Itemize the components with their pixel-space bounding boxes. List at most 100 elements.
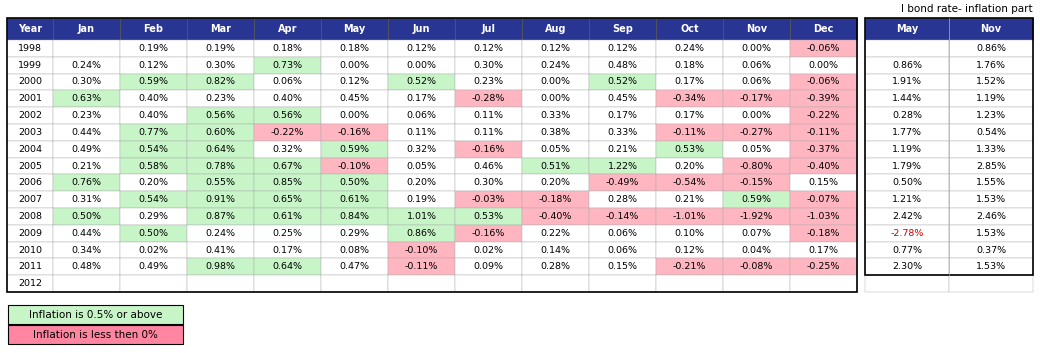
Text: 0.32%: 0.32% — [407, 145, 437, 154]
Bar — [656, 275, 723, 292]
Bar — [120, 275, 187, 292]
Text: 0.64%: 0.64% — [272, 262, 303, 271]
Text: -0.10%: -0.10% — [338, 162, 371, 170]
Bar — [589, 107, 656, 124]
Text: 0.23%: 0.23% — [72, 111, 102, 120]
Text: -0.18%: -0.18% — [807, 229, 840, 238]
Text: -0.03%: -0.03% — [472, 195, 505, 204]
Bar — [53, 241, 120, 258]
Bar — [187, 40, 254, 57]
Bar — [456, 18, 522, 40]
Bar — [656, 191, 723, 208]
Bar — [589, 141, 656, 157]
Text: 0.59%: 0.59% — [742, 195, 772, 204]
Text: 0.38%: 0.38% — [541, 128, 571, 137]
Bar — [321, 258, 388, 275]
Bar — [723, 258, 790, 275]
Bar — [950, 57, 1033, 73]
Text: -0.25%: -0.25% — [807, 262, 840, 271]
Bar — [790, 258, 857, 275]
Bar — [53, 90, 120, 107]
Text: 0.21%: 0.21% — [675, 195, 704, 204]
Bar — [120, 141, 187, 157]
Bar — [7, 107, 53, 124]
Bar — [7, 275, 53, 292]
Text: -0.37%: -0.37% — [807, 145, 840, 154]
Bar — [790, 40, 857, 57]
Bar — [187, 73, 254, 90]
Bar — [865, 258, 950, 275]
Text: 0.54%: 0.54% — [138, 195, 168, 204]
Bar — [53, 275, 120, 292]
Text: -0.49%: -0.49% — [606, 178, 640, 187]
Text: 2.46%: 2.46% — [976, 212, 1006, 221]
Bar — [187, 241, 254, 258]
Text: -0.11%: -0.11% — [673, 128, 706, 137]
Bar — [865, 40, 950, 57]
Text: 1.19%: 1.19% — [976, 94, 1006, 103]
Text: -1.01%: -1.01% — [673, 212, 706, 221]
Text: 0.19%: 0.19% — [206, 44, 235, 53]
Bar — [120, 107, 187, 124]
Text: 0.12%: 0.12% — [607, 44, 638, 53]
Text: 0.29%: 0.29% — [138, 212, 168, 221]
Text: 0.11%: 0.11% — [473, 111, 503, 120]
Bar — [254, 174, 321, 191]
Text: Jun: Jun — [413, 24, 431, 34]
Bar — [950, 18, 1033, 40]
Bar — [589, 18, 656, 40]
Text: 0.06%: 0.06% — [607, 245, 638, 255]
Bar — [950, 208, 1033, 225]
Bar — [589, 174, 656, 191]
Bar — [656, 107, 723, 124]
Bar — [7, 18, 53, 40]
Bar — [723, 141, 790, 157]
Bar — [656, 258, 723, 275]
Bar — [790, 18, 857, 40]
Bar — [656, 73, 723, 90]
Text: 0.45%: 0.45% — [607, 94, 638, 103]
Bar — [120, 225, 187, 241]
Bar — [950, 241, 1033, 258]
Text: 2.85%: 2.85% — [976, 162, 1006, 170]
Bar — [589, 241, 656, 258]
Text: 0.98%: 0.98% — [206, 262, 235, 271]
Bar — [790, 275, 857, 292]
Bar — [656, 241, 723, 258]
Text: 0.61%: 0.61% — [272, 212, 303, 221]
Bar — [723, 107, 790, 124]
Bar — [254, 90, 321, 107]
Bar — [388, 73, 456, 90]
Bar — [388, 258, 456, 275]
Bar — [321, 157, 388, 174]
Bar — [790, 90, 857, 107]
Text: 0.49%: 0.49% — [138, 262, 168, 271]
Text: -0.11%: -0.11% — [807, 128, 840, 137]
Text: 1.53%: 1.53% — [976, 262, 1006, 271]
Text: 0.50%: 0.50% — [892, 178, 922, 187]
Bar — [187, 174, 254, 191]
Bar — [388, 241, 456, 258]
Bar — [656, 157, 723, 174]
Text: -0.11%: -0.11% — [405, 262, 438, 271]
Bar — [723, 73, 790, 90]
Bar — [53, 107, 120, 124]
Bar — [589, 40, 656, 57]
Bar — [656, 57, 723, 73]
Bar — [321, 107, 388, 124]
Bar — [522, 208, 589, 225]
Text: 0.77%: 0.77% — [892, 245, 922, 255]
Text: -0.40%: -0.40% — [807, 162, 840, 170]
Text: 0.45%: 0.45% — [339, 94, 369, 103]
Text: 0.17%: 0.17% — [675, 78, 704, 86]
Bar — [187, 57, 254, 73]
Text: 2004: 2004 — [18, 145, 42, 154]
Bar — [456, 124, 522, 141]
Bar — [321, 275, 388, 292]
Text: 0.17%: 0.17% — [675, 111, 704, 120]
Text: 0.58%: 0.58% — [138, 162, 168, 170]
Text: 0.50%: 0.50% — [138, 229, 168, 238]
Text: 0.18%: 0.18% — [339, 44, 369, 53]
Bar — [589, 191, 656, 208]
Bar — [456, 258, 522, 275]
